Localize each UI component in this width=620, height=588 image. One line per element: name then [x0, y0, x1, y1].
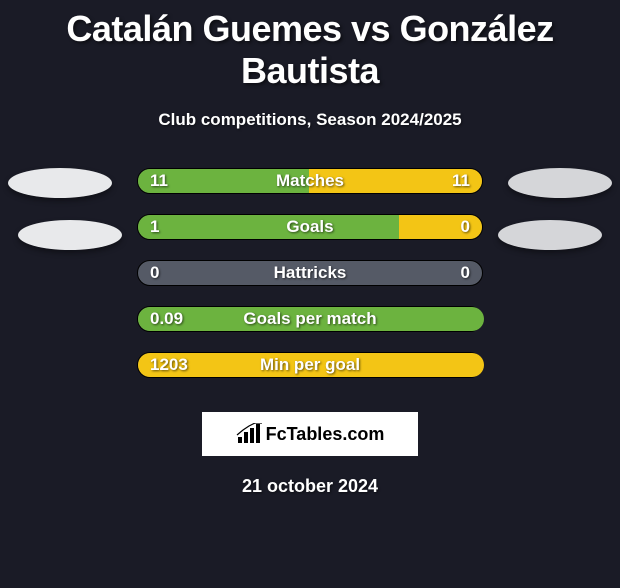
stat-row: 00Hattricks: [0, 260, 620, 306]
stat-row: 0.09Goals per match: [0, 306, 620, 352]
stat-label: Hattricks: [137, 263, 483, 283]
stat-row: 1111Matches: [0, 168, 620, 214]
bar-chart-icon: [236, 423, 262, 445]
fctables-logo: FcTables.com: [202, 412, 418, 456]
stat-label: Matches: [137, 171, 483, 191]
subtitle: Club competitions, Season 2024/2025: [0, 110, 620, 130]
page-title: Catalán Guemes vs González Bautista: [0, 8, 620, 92]
stat-label: Goals per match: [137, 309, 483, 329]
stat-label: Goals: [137, 217, 483, 237]
date-text: 21 october 2024: [0, 476, 620, 497]
stat-row: 10Goals: [0, 214, 620, 260]
stat-label: Min per goal: [137, 355, 483, 375]
comparison-chart: 1111Matches10Goals00Hattricks0.09Goals p…: [0, 168, 620, 398]
stat-row: 1203Min per goal: [0, 352, 620, 398]
logo-text: FcTables.com: [266, 424, 385, 445]
